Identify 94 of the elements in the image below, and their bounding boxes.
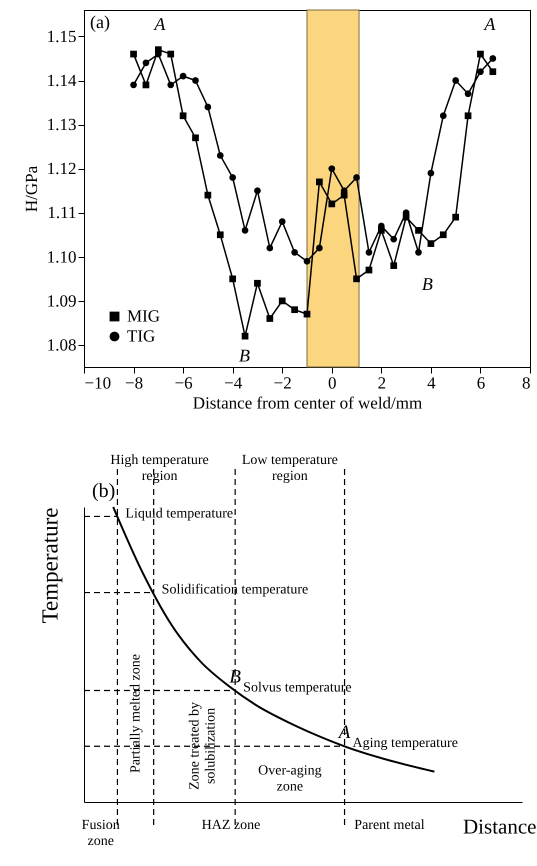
text: HAZ zone bbox=[202, 818, 260, 833]
point bbox=[266, 244, 274, 252]
point bbox=[229, 276, 236, 282]
legend-label: TIG bbox=[127, 326, 156, 346]
point bbox=[192, 134, 199, 142]
text: Parent metal bbox=[354, 818, 425, 833]
annotation: A bbox=[153, 14, 166, 34]
point bbox=[130, 82, 137, 88]
point bbox=[130, 50, 137, 58]
x-tick-label: −2 bbox=[274, 374, 292, 392]
point bbox=[167, 82, 174, 88]
point bbox=[242, 332, 248, 340]
point bbox=[254, 187, 261, 194]
annotation: B bbox=[422, 274, 433, 294]
x-tick-label: 2 bbox=[378, 374, 386, 392]
point bbox=[254, 280, 261, 287]
point bbox=[142, 60, 150, 66]
point bbox=[452, 77, 460, 84]
x-tick-label: 4 bbox=[427, 374, 436, 392]
annotation: Partially melted zone bbox=[128, 654, 144, 773]
point bbox=[440, 231, 447, 238]
point bbox=[278, 298, 286, 304]
point bbox=[477, 68, 484, 76]
point bbox=[229, 174, 236, 181]
x-tick-label: 8 bbox=[522, 374, 530, 392]
point bbox=[142, 82, 150, 88]
point bbox=[291, 249, 298, 256]
annotation: Over-aging zone bbox=[258, 764, 322, 795]
y-axis-title: Temperature bbox=[38, 508, 62, 624]
annotation: B bbox=[239, 345, 250, 366]
point bbox=[440, 112, 447, 120]
y-tick-label: 1.10 bbox=[46, 247, 76, 266]
point bbox=[328, 165, 336, 172]
point bbox=[489, 68, 496, 76]
annotation: A bbox=[483, 14, 496, 34]
point bbox=[452, 214, 460, 220]
point bbox=[428, 240, 434, 247]
annotation: (a) bbox=[90, 12, 110, 32]
point bbox=[242, 227, 248, 234]
point bbox=[428, 170, 434, 176]
y-tick-label: 1.14 bbox=[46, 71, 77, 90]
x-tick-label: −4 bbox=[224, 374, 243, 392]
text: Low temperature region bbox=[242, 453, 338, 484]
point bbox=[390, 236, 398, 243]
y-tick-label: 1.11 bbox=[47, 203, 76, 222]
point bbox=[390, 262, 398, 269]
point bbox=[180, 72, 186, 80]
x-tick-label: −10 bbox=[84, 374, 112, 392]
x-tick-label: −8 bbox=[125, 374, 144, 392]
point bbox=[304, 310, 310, 318]
point bbox=[192, 77, 199, 84]
text: Fusion zone bbox=[82, 818, 120, 849]
point bbox=[353, 174, 360, 181]
y-tick-label: 1.09 bbox=[46, 291, 76, 310]
x-axis-title: Distance bbox=[463, 814, 536, 838]
point bbox=[216, 231, 224, 238]
x-tick-label: 0 bbox=[328, 374, 337, 392]
y-tick-label: 1.12 bbox=[46, 159, 76, 178]
point bbox=[353, 276, 360, 282]
point bbox=[204, 192, 212, 198]
point bbox=[278, 218, 286, 225]
x-tick-label: −6 bbox=[174, 374, 193, 392]
point bbox=[316, 178, 323, 186]
ref-line-label: Liquid temperature bbox=[125, 506, 234, 522]
x-axis-title: Distance from center of weld/mm bbox=[192, 394, 422, 412]
legend-label: MIG bbox=[127, 306, 160, 326]
annotation: Zone treated by solubilization bbox=[187, 702, 218, 790]
point bbox=[204, 104, 212, 110]
point bbox=[415, 227, 422, 234]
ref-line-label: Solvus temperature bbox=[243, 680, 352, 696]
point bbox=[464, 112, 472, 120]
point bbox=[180, 112, 186, 120]
point bbox=[328, 200, 336, 208]
ref-line-label: Aging temperature bbox=[352, 736, 458, 752]
annotation: A bbox=[336, 722, 351, 744]
point bbox=[489, 55, 496, 62]
point bbox=[366, 266, 372, 274]
point bbox=[216, 152, 224, 159]
point bbox=[316, 244, 323, 252]
ref-line-label: Solidification temperature bbox=[162, 582, 308, 598]
y-axis-title: H/GPa bbox=[22, 165, 41, 212]
point bbox=[464, 90, 472, 98]
point bbox=[291, 306, 298, 314]
y-tick-label: 1.08 bbox=[46, 335, 76, 354]
point bbox=[415, 249, 422, 256]
point bbox=[304, 258, 310, 265]
y-tick-label: 1.13 bbox=[46, 115, 76, 134]
y-tick-label: 1.15 bbox=[46, 26, 76, 46]
point bbox=[167, 50, 174, 58]
annotation: B bbox=[229, 666, 242, 688]
x-tick-label: 6 bbox=[476, 374, 486, 392]
point bbox=[477, 50, 484, 58]
point bbox=[366, 249, 372, 256]
point bbox=[266, 315, 274, 322]
